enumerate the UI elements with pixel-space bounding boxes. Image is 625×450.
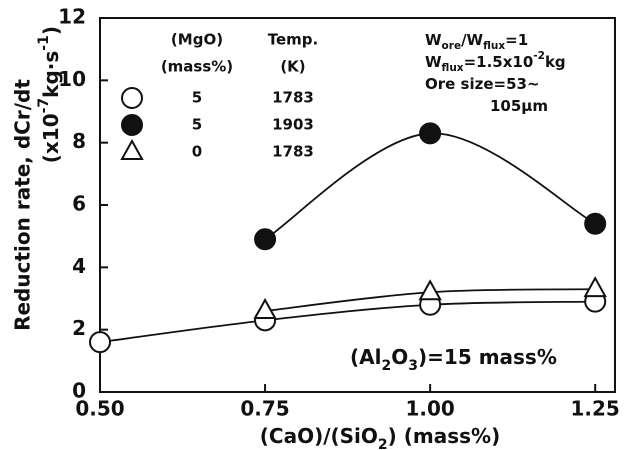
annotation: (Al2O3)=15 mass% — [350, 345, 557, 375]
text-part: -1 — [36, 35, 52, 51]
y-axis-unit: (x10-7kg·s-1) — [36, 26, 63, 163]
text-part: ) — [39, 26, 63, 35]
text-part: )=15 mass% — [418, 345, 557, 369]
text-part: kg·s — [39, 51, 63, 98]
annotation: Wore/Wflux=1 — [425, 31, 528, 53]
text-part: ) (mass%) — [388, 424, 501, 448]
text-part: =1.5x10 — [464, 53, 534, 71]
data-point — [89, 331, 111, 354]
text-part: 2 — [378, 437, 388, 450]
text-part: O — [391, 345, 408, 369]
text-part: kg — [545, 53, 566, 71]
y-tick-label: 2 — [72, 316, 86, 340]
data-point — [419, 122, 442, 145]
text-part: -2 — [533, 50, 545, 62]
legend-mgo: 0 — [192, 143, 202, 161]
text-part: -7 — [36, 98, 52, 114]
data-point — [418, 279, 442, 301]
annotation: Wflux=1.5x10-2kg — [425, 50, 566, 74]
legend-temp: 1903 — [272, 116, 314, 134]
text-part: (x10 — [39, 113, 63, 163]
y-tick-label: 10 — [58, 67, 86, 91]
text-part: (CaO)/(SiO — [260, 424, 378, 448]
legend-header: (K) — [280, 58, 305, 76]
legend-marker — [120, 138, 144, 160]
legend-header: (mass%) — [161, 58, 233, 76]
legend-marker — [121, 87, 143, 109]
legend-header: Temp. — [268, 31, 318, 49]
data-point — [584, 212, 607, 235]
data-point — [583, 276, 607, 298]
annotation: 105μm — [490, 97, 548, 115]
text-part: 105μm — [490, 97, 548, 115]
x-axis-label: (CaO)/(SiO2) (mass%) — [260, 424, 501, 450]
text-part: ore — [442, 40, 462, 52]
legend-marker — [121, 114, 143, 136]
text-part: =1 — [505, 31, 528, 49]
x-tick-label: 0.50 — [75, 397, 124, 421]
text-part: flux — [483, 40, 505, 52]
text-part: (Al — [350, 345, 381, 369]
legend: (MgO) (mass%) Temp. (K) 5 1783 5 1903 0 1783 — [120, 31, 318, 161]
y-tick-label: 8 — [72, 129, 86, 153]
annotation: Ore size=53~ — [425, 75, 540, 93]
legend-mgo: 5 — [192, 89, 202, 107]
y-tick-label: 6 — [72, 192, 86, 216]
fit-curve — [99, 300, 596, 344]
legend-temp: 1783 — [272, 89, 314, 107]
text-part: flux — [442, 62, 464, 74]
text-part: W — [425, 53, 442, 71]
x-tick-label: 0.75 — [240, 397, 289, 421]
fit-curve — [264, 132, 596, 241]
data-point — [253, 297, 277, 319]
text-part: Ore size=53~ — [425, 75, 540, 93]
x-tick-label: 1.25 — [571, 397, 620, 421]
y-axis-label: Reduction rate, dCr/dt — [11, 79, 35, 331]
text-part: W — [425, 31, 442, 49]
y-tick-label: 0 — [72, 379, 86, 403]
legend-header: (MgO) — [171, 31, 223, 49]
data-point — [254, 228, 277, 251]
y-tick-label: 12 — [58, 5, 86, 29]
text-part: /W — [461, 31, 483, 49]
legend-mgo: 5 — [192, 116, 202, 134]
x-tick-label: 1.00 — [405, 397, 454, 421]
legend-temp: 1783 — [272, 143, 314, 161]
text-part: 3 — [408, 358, 418, 374]
y-tick-label: 4 — [72, 254, 86, 278]
text-part: 2 — [381, 358, 391, 374]
